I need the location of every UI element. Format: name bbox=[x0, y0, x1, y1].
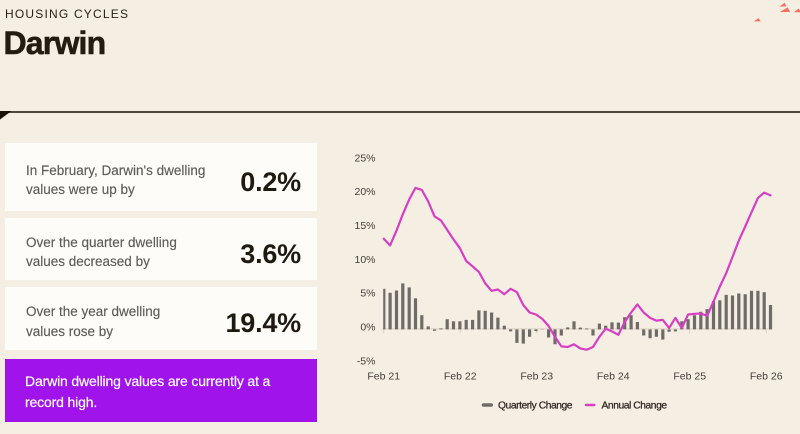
svg-text:15%: 15% bbox=[354, 220, 375, 232]
svg-text:-5%: -5% bbox=[357, 355, 376, 367]
svg-text:Feb 24: Feb 24 bbox=[597, 370, 630, 382]
svg-text:20%: 20% bbox=[354, 186, 375, 198]
svg-text:5%: 5% bbox=[360, 288, 375, 300]
svg-text:Feb 23: Feb 23 bbox=[520, 370, 553, 382]
svg-text:0%: 0% bbox=[360, 322, 375, 334]
svg-text:Feb 21: Feb 21 bbox=[367, 370, 400, 382]
svg-text:Annual Change: Annual Change bbox=[602, 401, 668, 412]
svg-text:Quarterly Change: Quarterly Change bbox=[498, 401, 573, 412]
svg-text:Feb 26: Feb 26 bbox=[750, 370, 783, 382]
svg-text:10%: 10% bbox=[354, 254, 375, 266]
svg-text:25%: 25% bbox=[354, 152, 375, 164]
svg-text:Feb 25: Feb 25 bbox=[673, 370, 706, 382]
svg-text:Feb 22: Feb 22 bbox=[444, 370, 477, 382]
